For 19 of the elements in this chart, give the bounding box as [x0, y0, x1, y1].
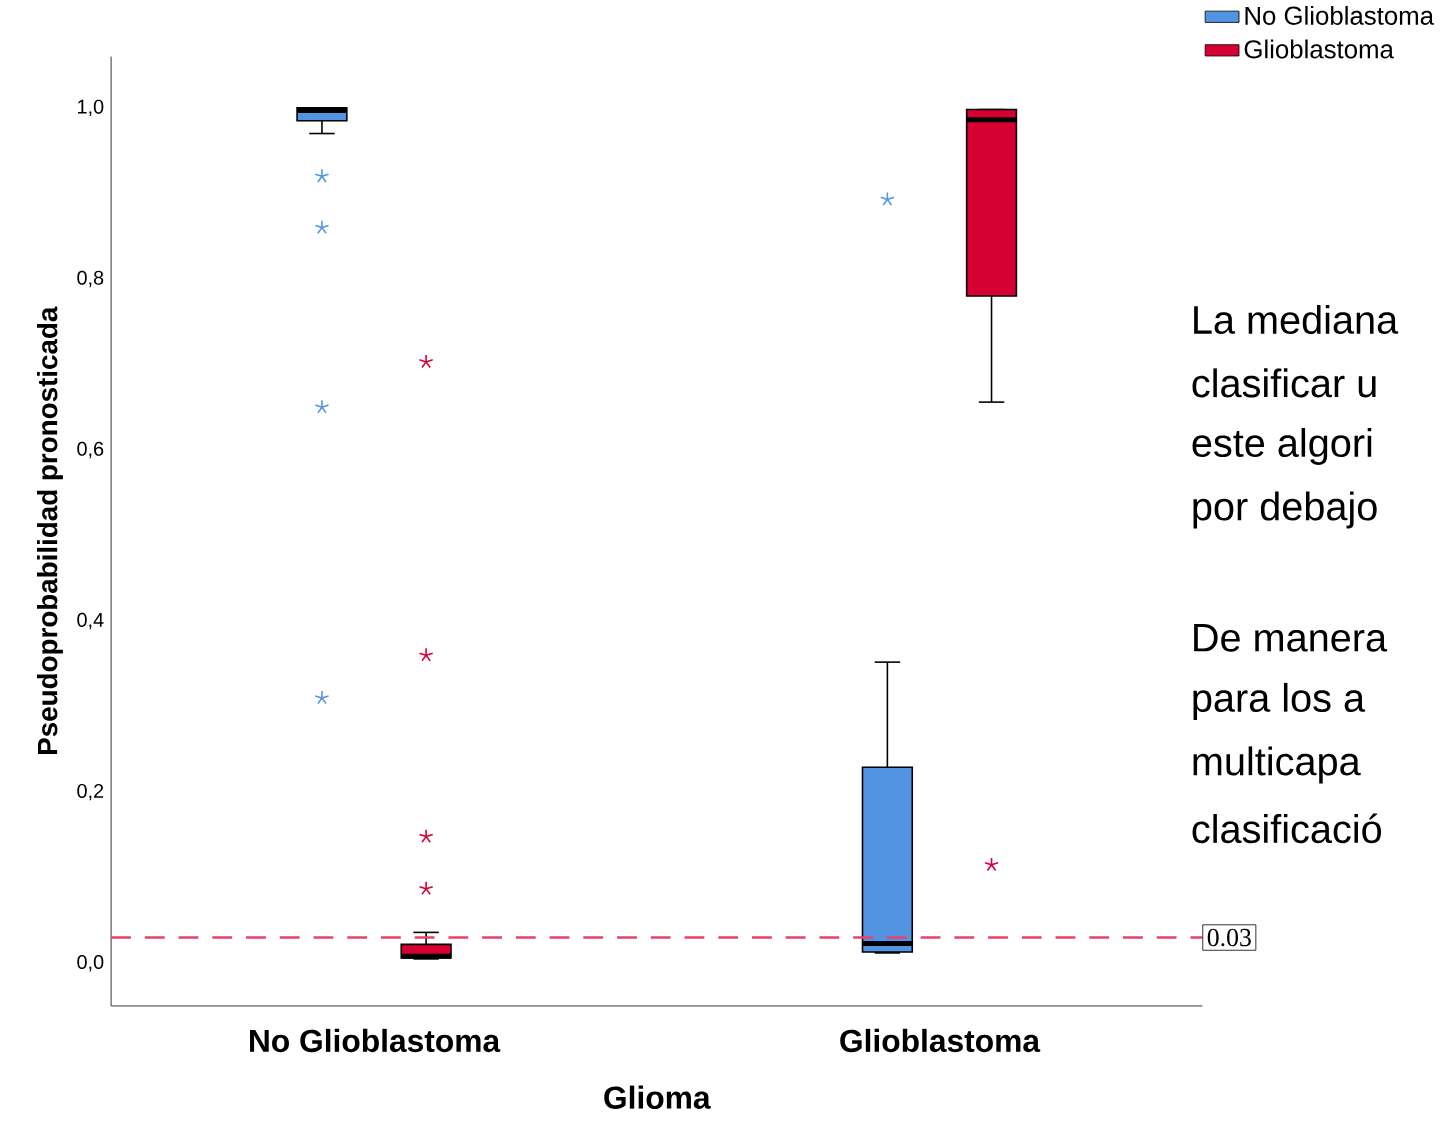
ref-line-label: 0.03	[1207, 928, 1251, 947]
y-tick-label: 0,2	[77, 783, 104, 801]
annotation: clasificar u	[1192, 368, 1376, 398]
x-axis-title: Glioma	[604, 1085, 711, 1109]
annotation: La mediana	[1194, 304, 1399, 335]
y-tick-label: 0,8	[77, 270, 104, 288]
annotation: este algori	[1192, 427, 1372, 465]
y-tick-label: 0,0	[77, 955, 104, 972]
annotation: para los a	[1193, 682, 1366, 720]
y-tick-label: 1,0	[78, 99, 104, 117]
y-axis-title: Pseudoprobabilidad pronosticada	[37, 306, 63, 754]
y-tick-label: 0,6	[77, 441, 104, 459]
annotation: por debajo	[1193, 491, 1377, 529]
legend-label: Glioblastoma	[1244, 39, 1394, 59]
annotation: clasificació	[1192, 813, 1382, 844]
legend-label: No Glioblastoma	[1245, 5, 1435, 25]
annotation: De manera	[1194, 624, 1388, 652]
y-tick-label: 0,4	[77, 612, 104, 630]
annotation: multicapa	[1193, 746, 1361, 784]
